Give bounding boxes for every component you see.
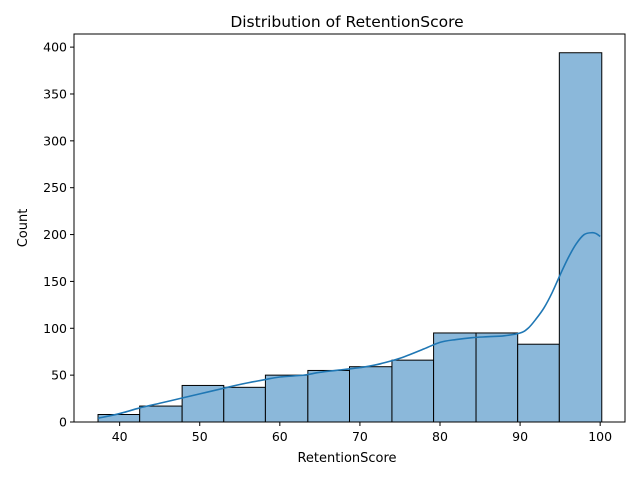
histogram-bar-11 xyxy=(517,343,560,423)
histogram-bar-1 xyxy=(97,414,141,423)
histogram-bar-10 xyxy=(475,332,519,423)
histogram-bar-5 xyxy=(264,374,309,423)
histogram-bar-9 xyxy=(433,332,477,423)
kde-curve xyxy=(97,231,601,420)
y-tick-label: 200 xyxy=(43,227,67,242)
histogram-bars xyxy=(97,52,603,423)
y-tick-label: 0 xyxy=(59,415,67,430)
y-tick-label: 150 xyxy=(43,274,67,289)
plot-frame xyxy=(73,33,626,423)
y-tick-label: 300 xyxy=(43,133,67,148)
x-axis-ticks: 40 50 60 70 80 90 100 xyxy=(112,422,612,444)
y-tick-label: 250 xyxy=(43,180,67,195)
x-tick-label: 100 xyxy=(588,429,612,444)
y-axis-title: Count xyxy=(16,209,31,248)
y-tick-label: 100 xyxy=(43,321,67,336)
histogram-bar-7 xyxy=(349,366,393,423)
y-axis-ticks: 0 50 100 150 200 250 300 350 400 xyxy=(43,40,74,430)
y-tick-label: 400 xyxy=(43,40,67,55)
histogram-bar-4 xyxy=(223,386,266,423)
x-tick-label: 50 xyxy=(192,429,208,444)
x-tick-label: 40 xyxy=(112,429,128,444)
y-tick-label: 50 xyxy=(51,368,67,383)
histogram-bar-6 xyxy=(307,369,350,423)
x-tick-label: 70 xyxy=(352,429,368,444)
x-tick-label: 60 xyxy=(272,429,288,444)
x-axis-title: RetentionScore xyxy=(297,451,396,466)
y-tick-label: 350 xyxy=(43,86,67,101)
histogram-bar-8 xyxy=(391,359,435,423)
x-tick-label: 90 xyxy=(512,429,528,444)
histogram-bar-3 xyxy=(181,384,225,423)
x-tick-label: 80 xyxy=(432,429,448,444)
kde-layer xyxy=(97,231,601,420)
histogram-bar-2 xyxy=(139,405,183,423)
chart-title: Distribution of RetentionScore xyxy=(230,13,463,31)
